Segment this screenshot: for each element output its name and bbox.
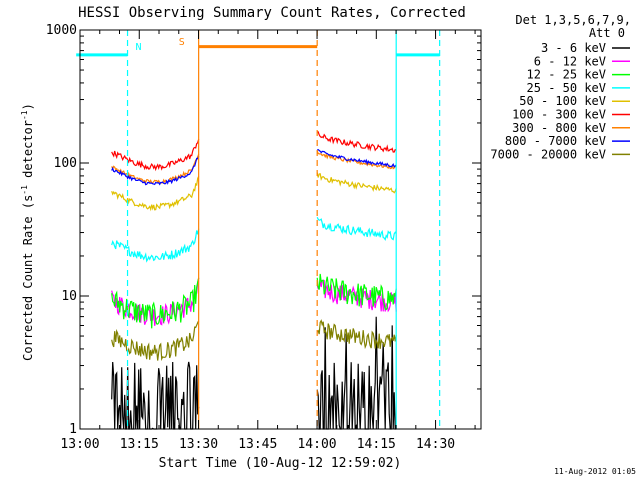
y-axis-label-sup1: -1 xyxy=(20,185,29,195)
night-label: N xyxy=(135,42,141,53)
series-line-6 xyxy=(317,131,397,153)
legend-label-1: 3 - 6 keV xyxy=(541,41,606,55)
series-line-8 xyxy=(316,149,397,168)
x-tick-label: 13:45 xyxy=(238,437,277,452)
y-axis-label-sup2: -1 xyxy=(20,110,29,120)
series-line-7 xyxy=(316,150,397,170)
series-line-3 xyxy=(316,273,397,311)
series-line-3 xyxy=(111,277,200,329)
legend-header-1: Det 1,3,5,6,7,9, xyxy=(515,13,631,27)
legend-label-9: 7000 - 20000 keV xyxy=(490,147,606,161)
legend-label-5: 50 - 100 keV xyxy=(519,94,606,108)
x-tick-label: 14:30 xyxy=(416,437,455,452)
x-tick-label: 13:30 xyxy=(179,437,218,452)
legend-label-2: 6 - 12 keV xyxy=(534,54,606,68)
y-axis-label: Corrected Count Rate (s-1 detector-1) xyxy=(20,103,35,361)
series-line-6 xyxy=(111,139,200,172)
x-axis-label: Start Time (10-Aug-12 12:59:02) xyxy=(159,456,402,471)
series-line-8 xyxy=(111,155,200,186)
series-line-5 xyxy=(111,176,200,212)
legend-label-4: 25 - 50 keV xyxy=(527,81,606,95)
series-line-9 xyxy=(316,319,397,350)
footer-timestamp: 11-Aug-2012 01:05 xyxy=(554,467,636,476)
y-tick-label: 1 xyxy=(69,422,77,437)
y-axis-label-main: Corrected Count Rate (s xyxy=(21,195,35,361)
series-line-7 xyxy=(111,153,200,184)
legend-label-7: 300 - 800 keV xyxy=(512,121,606,135)
chart-title: HESSI Observing Summary Count Rates, Cor… xyxy=(78,5,466,21)
x-tick-label: 14:15 xyxy=(357,437,396,452)
y-tick-label: 100 xyxy=(54,156,77,171)
legend-header-2: Att 0 xyxy=(589,26,625,40)
x-tick-label: 14:00 xyxy=(297,437,336,452)
series-line-5 xyxy=(316,172,397,194)
y-tick-label: 10 xyxy=(61,289,77,304)
legend-label-8: 800 - 7000 keV xyxy=(505,134,606,148)
x-tick-label: 13:15 xyxy=(120,437,159,452)
y-axis-label-mid: detector xyxy=(21,120,35,185)
saa-label: S xyxy=(179,37,185,48)
series-line-4 xyxy=(316,216,397,241)
series-line-9 xyxy=(111,320,200,362)
y-axis-label-end: ) xyxy=(21,103,35,110)
x-tick-label: 13:00 xyxy=(60,437,99,452)
legend-label-3: 12 - 25 keV xyxy=(527,68,606,82)
series-line-4 xyxy=(111,228,200,263)
y-tick-label: 1000 xyxy=(46,23,77,38)
legend-label-6: 100 - 300 keV xyxy=(512,108,606,122)
series-line-1 xyxy=(111,361,200,430)
plot-frame xyxy=(79,29,482,430)
